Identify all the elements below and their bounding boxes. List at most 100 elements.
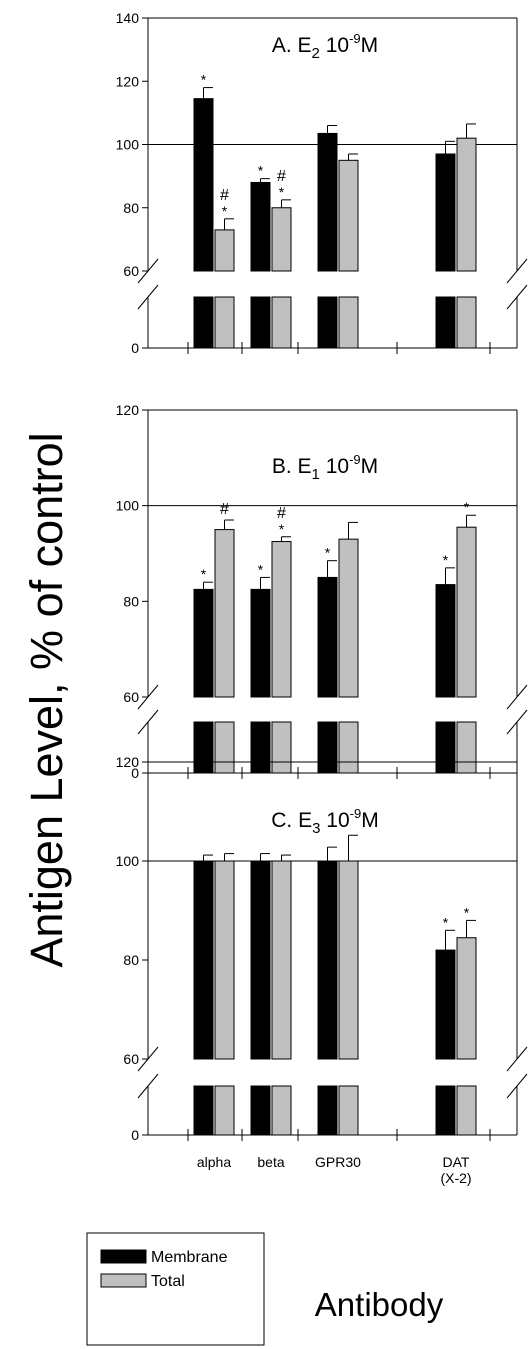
title-text: 10 [320, 455, 349, 478]
bar-total-lower [214, 296, 235, 349]
y-tick-label: 60 [123, 689, 139, 705]
bar-total-lower [338, 1085, 359, 1136]
significance-hash: # [277, 168, 286, 185]
significance-hash: # [220, 501, 229, 518]
x-tick-label: DAT (X-2) [440, 1154, 471, 1186]
bar-membrane-upper [193, 860, 214, 1060]
axis-break-mark-left-lower [137, 284, 159, 310]
significance-asterisk: * [258, 163, 264, 179]
bar-membrane-upper [317, 132, 338, 272]
significance-hash: # [220, 187, 229, 204]
bar-membrane-lower [317, 721, 338, 774]
significance-asterisk: * [279, 184, 285, 200]
bar-total-upper [338, 159, 359, 272]
x-tick-labels: alpha beta GPR30 DAT (X-2) [197, 1154, 472, 1186]
bar-membrane-lower [250, 296, 271, 349]
bar-membrane-upper [317, 576, 338, 698]
significance-asterisk: * [201, 72, 207, 88]
y-tick-label: 80 [123, 952, 139, 968]
axis-break-mark-right-upper [506, 684, 528, 710]
significance-asterisk: * [222, 203, 228, 219]
bar-total-lower [214, 721, 235, 774]
legend-label-membrane: Membrane [151, 1249, 228, 1266]
bar-membrane-lower [193, 296, 214, 349]
title-text: C. E [271, 809, 312, 832]
title-superscript: -9 [349, 452, 361, 467]
axis-break-mark-right-lower [506, 709, 528, 735]
bar-total-lower [271, 721, 292, 774]
y-tick-label: 120 [116, 402, 140, 418]
bar-total-upper [214, 860, 235, 1060]
bar-membrane-upper [193, 588, 214, 698]
significance-asterisk: * [279, 521, 285, 537]
y-tick-label: 120 [116, 73, 140, 89]
bar-membrane-lower [317, 296, 338, 349]
bar-membrane-upper [435, 949, 456, 1060]
legend-swatch-membrane [100, 1249, 147, 1264]
bar-total-upper [456, 137, 477, 272]
chart-title: B. E1 10-9M [272, 452, 378, 483]
y-tick-label: 140 [116, 10, 140, 26]
x-tick-label: GPR30 [315, 1154, 361, 1170]
significance-asterisk: * [443, 914, 449, 930]
bar-total-upper [214, 529, 235, 698]
bar-membrane-upper [317, 860, 338, 1060]
x-tick-label-line: GPR30 [315, 1154, 361, 1170]
title-text: 10 [320, 809, 349, 832]
bar-membrane-upper [250, 181, 271, 272]
title-subscript: 1 [312, 466, 320, 483]
x-tick-label-line: (X-2) [440, 1170, 471, 1186]
legend-label-total: Total [151, 1273, 185, 1290]
bar-total-lower [456, 296, 477, 349]
bar-membrane-upper [250, 588, 271, 698]
x-tick-label-line: DAT [443, 1154, 470, 1170]
bar-total-lower [456, 1085, 477, 1136]
bar-membrane-upper [435, 584, 456, 698]
bar-total-upper [271, 207, 292, 272]
y-tick-label: 0 [131, 765, 139, 781]
significance-asterisk: * [443, 552, 449, 568]
axis-break-mark-left-lower [137, 1073, 159, 1099]
axis-break-mark-right-upper [506, 258, 528, 284]
y-tick-label: 100 [116, 498, 140, 514]
y-axis-label: Antigen Level, % of control [21, 432, 72, 967]
y-tick-label: 0 [131, 1127, 139, 1143]
bar-total-lower [271, 296, 292, 349]
axis-break-mark-left-lower [137, 709, 159, 735]
title-text: 10 [320, 34, 349, 57]
y-tick-label: 120 [116, 754, 140, 770]
title-superscript: -9 [350, 806, 362, 821]
bar-membrane-upper [250, 860, 271, 1060]
bar-total-lower [271, 1085, 292, 1136]
title-text: M [361, 34, 379, 57]
x-tick-label-line: beta [257, 1154, 284, 1170]
bar-total-upper [338, 860, 359, 1060]
legend: Membrane Total [86, 1232, 265, 1346]
bar-total-lower [338, 721, 359, 774]
y-tick-label: 0 [131, 340, 139, 356]
legend-swatch-total [100, 1273, 147, 1288]
bar-membrane-upper [435, 153, 456, 272]
bar-total-lower [214, 1085, 235, 1136]
x-tick-label-line: alpha [197, 1154, 231, 1170]
y-tick-label: 100 [116, 137, 140, 153]
bar-membrane-lower [193, 1085, 214, 1136]
bar-membrane-lower [435, 1085, 456, 1136]
bar-membrane-lower [250, 721, 271, 774]
significance-asterisk: * [464, 499, 470, 515]
x-axis-label: Antibody [315, 1286, 444, 1323]
x-tick-label: alpha [197, 1154, 231, 1170]
bar-membrane-lower [435, 296, 456, 349]
bar-total-lower [456, 721, 477, 774]
axis-break-mark-right-upper [506, 1046, 528, 1072]
bar-membrane-upper [193, 98, 214, 272]
y-tick-label: 60 [123, 1051, 139, 1067]
bar-membrane-lower [250, 1085, 271, 1136]
bar-total-upper [214, 229, 235, 272]
y-tick-label: 100 [116, 853, 140, 869]
significance-asterisk: * [464, 904, 470, 920]
